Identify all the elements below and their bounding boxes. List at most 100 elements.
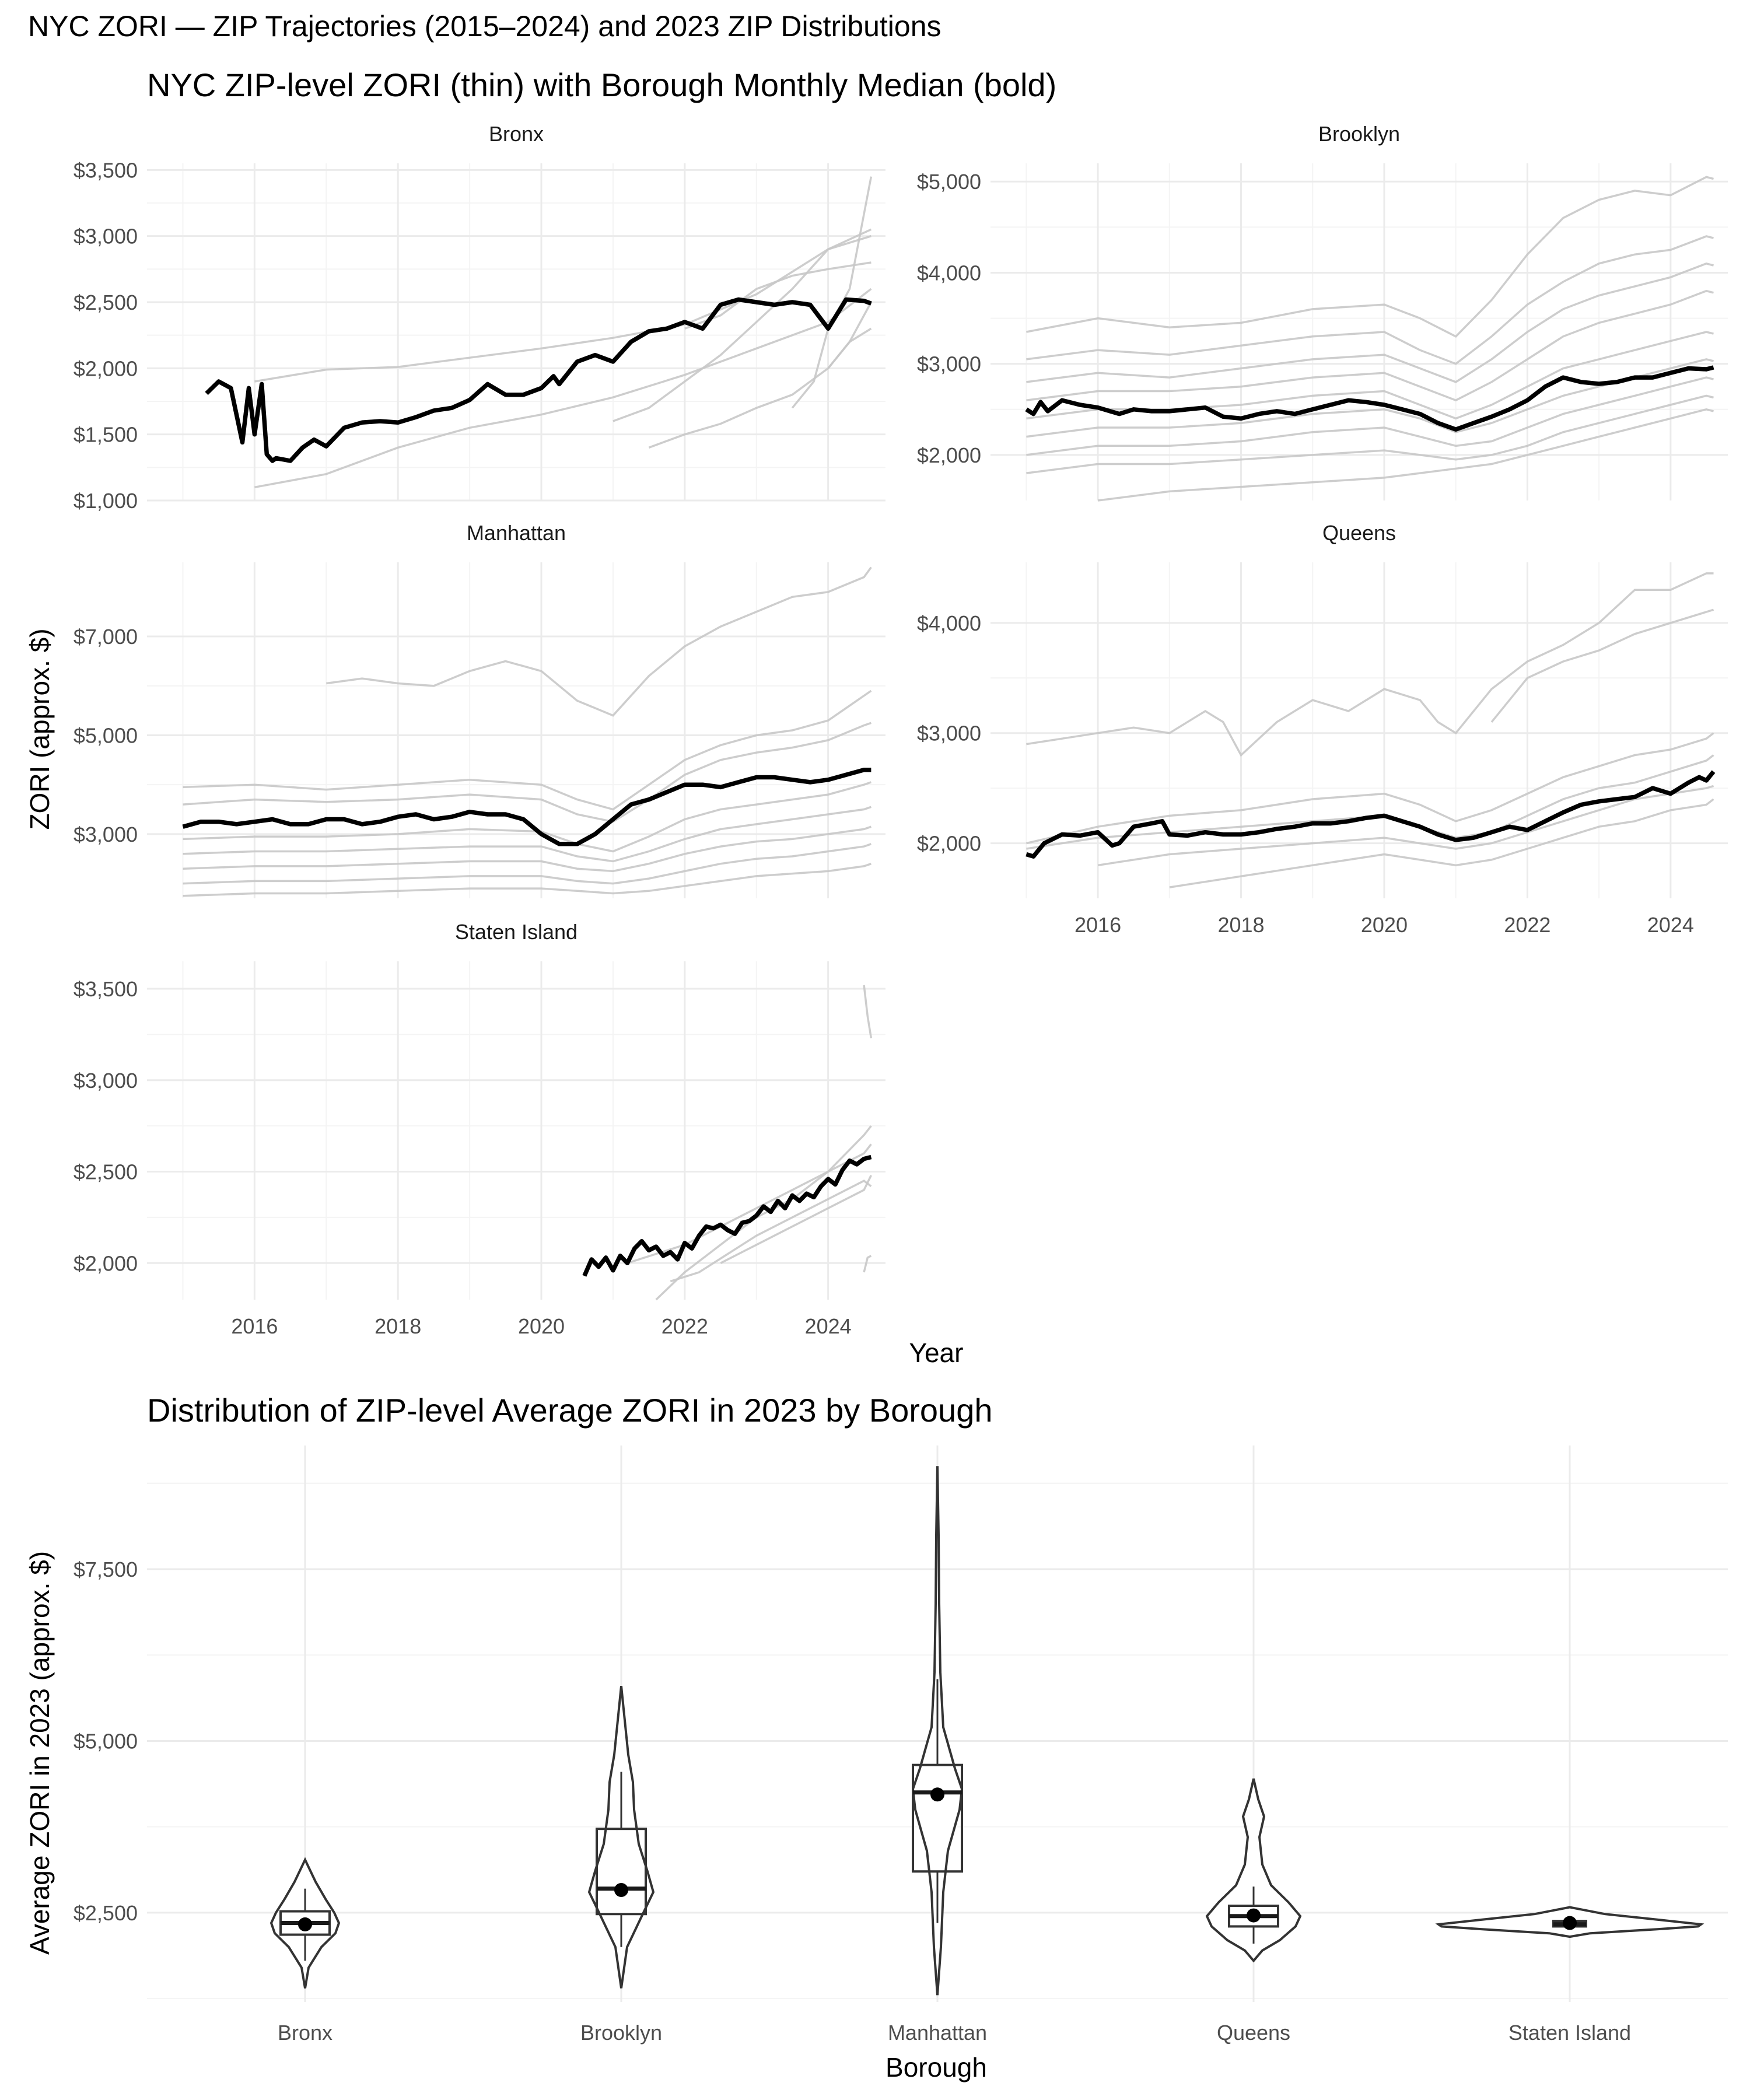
y-tick-label: $2,500	[74, 290, 138, 314]
zip-series-line	[1026, 394, 1714, 474]
y-tick-label: $5,000	[74, 723, 138, 747]
zip-series-line	[1026, 262, 1714, 383]
zip-series-line	[183, 806, 872, 863]
panel-manhattan: Manhattan $3,000 $5,000 $7,000	[74, 521, 886, 898]
y-tick-label: $7,500	[74, 1558, 138, 1581]
zip-series-line	[791, 176, 873, 409]
figure-suptitle: NYC ZORI — ZIP Trajectories (2015–2024) …	[28, 10, 942, 43]
panel-staten-island: Staten Island $2,000 $2,500 $3,000 $3,500 201…	[74, 920, 886, 1338]
zip-series-line	[1026, 754, 1714, 850]
strip-label-brooklyn: Brooklyn	[1318, 122, 1400, 146]
x-tick-label: 2020	[1361, 913, 1408, 937]
zip-series-line	[1490, 608, 1714, 723]
zip-series-line	[720, 1175, 872, 1264]
x-tick-label-bronx: Bronx	[278, 2021, 332, 2045]
x-tick-label: 2024	[1647, 913, 1694, 937]
zip-series-line	[183, 863, 872, 897]
zip-series-line	[863, 1255, 872, 1273]
mean-point	[1247, 1908, 1261, 1923]
zip-series-line	[1026, 732, 1714, 845]
y-tick-label: $5,000	[74, 1729, 138, 1753]
bottom-y-axis-label: Average ZORI in 2023 (approx. $)	[24, 1551, 55, 1955]
y-tick-label: $1,500	[74, 423, 138, 447]
box-iqr	[912, 1763, 963, 1873]
x-tick-label: 2022	[662, 1314, 708, 1338]
borough-median-line	[182, 768, 872, 846]
strip-label-staten-island: Staten Island	[455, 920, 578, 944]
strip-label-manhattan: Manhattan	[467, 521, 566, 545]
panel-queens: Queens $2,000 $3,000 $4,000 2016 2018 2020 2022…	[917, 521, 1728, 937]
y-tick-label: $3,000	[74, 1069, 138, 1093]
violin-queens	[1205, 1778, 1302, 1963]
zip-series-line	[827, 302, 872, 369]
box-iqr	[596, 1828, 647, 1916]
violin-manhattan	[911, 1466, 964, 1996]
zip-series-line	[684, 261, 872, 330]
violin-shape	[587, 1685, 655, 1989]
zip-series-line	[612, 235, 872, 422]
mean-point	[930, 1787, 944, 1802]
borough-median-line	[1025, 365, 1714, 432]
y-tick-label: $2,000	[74, 1251, 138, 1275]
zip-series-line	[1097, 408, 1714, 502]
zip-series-line	[1026, 572, 1714, 757]
x-tick-label-brooklyn: Brooklyn	[580, 2021, 662, 2045]
violin-bronx	[270, 1857, 341, 1989]
zip-series-line	[183, 722, 872, 823]
x-tick-label-queens: Queens	[1217, 2021, 1290, 2045]
strip-label-bronx: Bronx	[489, 122, 544, 146]
zip-series-line	[1026, 358, 1714, 438]
borough-median-line	[1026, 770, 1716, 859]
zip-series-line	[1026, 176, 1714, 338]
y-tick-label: $3,000	[74, 822, 138, 846]
y-tick-label: $2,000	[917, 832, 981, 856]
zip-series-line	[326, 566, 872, 717]
mean-point	[614, 1883, 628, 1898]
y-tick-label: $2,000	[74, 356, 138, 380]
zip-series-line	[183, 690, 872, 811]
x-tick-label: 2016	[231, 1314, 278, 1338]
x-tick-label: 2024	[805, 1314, 852, 1338]
strip-label-queens: Queens	[1322, 521, 1396, 545]
violin-brooklyn	[587, 1685, 655, 1989]
zip-series-line	[1026, 289, 1714, 402]
borough-median-line	[582, 1154, 872, 1277]
top-x-axis-label: Year	[909, 1338, 964, 1368]
y-tick-label: $3,500	[74, 977, 138, 1001]
zip-series-line	[1026, 376, 1714, 456]
panel-bronx: Bronx $1,000 $1,500 $2,000 $2,500 $3,000 $3,50…	[74, 122, 886, 513]
y-tick-label: $2,000	[917, 443, 981, 467]
zip-series-line	[254, 288, 872, 489]
y-tick-label: $3,000	[74, 225, 138, 249]
zip-series-line	[863, 985, 873, 1038]
zip-series-line	[626, 1125, 872, 1264]
y-tick-label: $7,000	[74, 625, 138, 649]
y-tick-label: $1,000	[74, 489, 138, 513]
y-tick-label: $4,000	[917, 611, 981, 635]
y-tick-label: $3,000	[917, 352, 981, 376]
top-y-axis-label: ZORI (approx. $)	[24, 628, 55, 830]
zip-series-line	[1097, 785, 1714, 867]
panel-brooklyn: Brooklyn $2,000 $3,000 $4,000 $5,000	[917, 122, 1728, 502]
x-tick-label: 2018	[374, 1314, 421, 1338]
y-tick-label: $2,500	[74, 1160, 138, 1184]
x-tick-label: 2018	[1217, 913, 1264, 937]
x-tick-label: 2016	[1074, 913, 1121, 937]
violin-staten-island	[1435, 1906, 1704, 1938]
y-tick-label: $5,000	[917, 170, 981, 194]
zip-series-line	[183, 843, 872, 885]
zip-series-line	[183, 781, 872, 853]
bottom-panel-title: Distribution of ZIP-level Average ZORI i…	[147, 1392, 993, 1429]
top-panel-title: NYC ZIP-level ZORI (thin) with Borough M…	[147, 66, 1056, 103]
zip-series-line	[1169, 798, 1714, 888]
y-tick-label: $2,500	[74, 1901, 138, 1925]
x-tick-label: 2020	[518, 1314, 565, 1338]
facet-panels: Bronx $1,000 $1,500 $2,000 $2,500 $3,000 $3,50…	[74, 122, 1728, 1338]
mean-point	[1563, 1916, 1577, 1930]
borough-median-line	[205, 297, 872, 463]
violin-panel: $2,500 $5,000 $7,500 Bronx Brooklyn Manhattan…	[74, 1446, 1728, 2045]
y-tick-label: $3,000	[917, 722, 981, 746]
mean-point	[298, 1917, 312, 1931]
x-tick-label-staten-island: Staten Island	[1508, 2021, 1631, 2045]
